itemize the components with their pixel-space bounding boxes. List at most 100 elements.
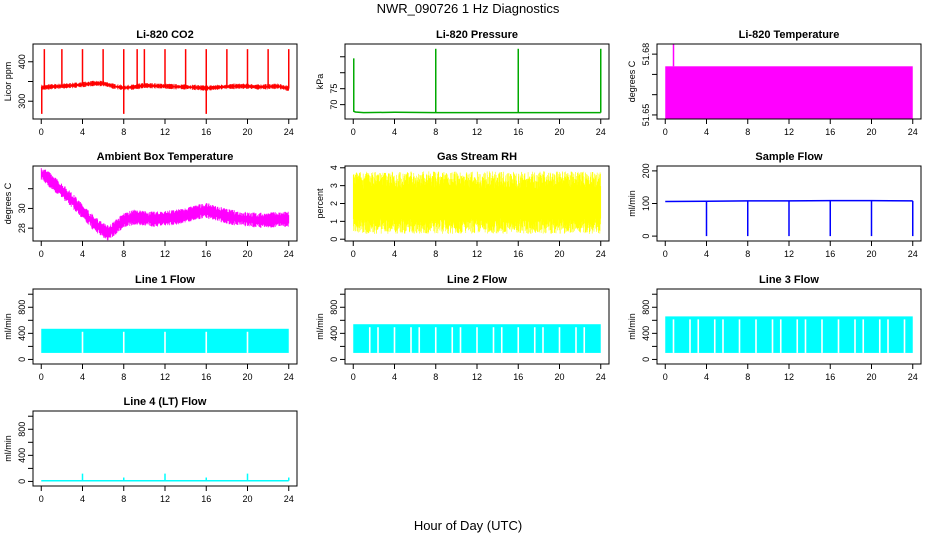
x-tick-label: 0 — [663, 372, 668, 382]
x-tick-label: 4 — [392, 127, 397, 137]
x-tick-label: 0 — [663, 127, 668, 137]
y-axis-label: kPa — [315, 74, 325, 90]
plot-area — [665, 44, 913, 119]
y-axis-label: ml/min — [627, 313, 637, 340]
x-tick-label: 12 — [784, 372, 794, 382]
x-tick-label: 8 — [745, 372, 750, 382]
y-axis-label: degrees C — [3, 182, 13, 224]
panel-6: Sample Flow ml/min 0 4 8 12 16 20 24 0 100 200 — [627, 151, 922, 259]
x-tick-label: 16 — [201, 127, 211, 137]
panel-title: Li-820 CO2 — [136, 29, 193, 41]
x-tick-label: 20 — [554, 127, 564, 137]
x-tick-label: 24 — [908, 249, 918, 259]
band-gap — [862, 319, 865, 353]
y-axis-label: ml/min — [3, 435, 13, 462]
x-tick-label: 16 — [825, 372, 835, 382]
series-line — [352, 110, 601, 114]
y-axis-label: percent — [315, 188, 325, 219]
x-tick-label: 8 — [121, 372, 126, 382]
figure-title: NWR_090726 1 Hz Diagnostics — [376, 1, 560, 16]
y-tick-label: 2 — [329, 201, 339, 206]
band-gap — [410, 327, 412, 353]
x-tick-label: 20 — [242, 494, 252, 504]
x-tick-label: 24 — [908, 127, 918, 137]
panel-title: Line 2 Flow — [447, 274, 507, 286]
band-gap — [205, 331, 208, 353]
y-tick-label: 0 — [329, 357, 339, 362]
band-gap — [575, 327, 577, 353]
panel-10: Line 4 (LT) Flow ml/min 0 4 8 12 16 20 24 0 400 800 — [3, 396, 298, 504]
plot-area — [41, 328, 289, 353]
plot-area — [40, 168, 290, 241]
y-tick-label: 4 — [329, 165, 339, 170]
y-axis-label: ml/min — [3, 313, 13, 340]
y-tick-label: 51.68 — [641, 43, 651, 66]
x-tick-label: 8 — [121, 494, 126, 504]
x-tick-label: 0 — [39, 372, 44, 382]
band-gap — [837, 319, 840, 353]
x-tick-label: 20 — [554, 249, 564, 259]
band-gap — [887, 319, 889, 353]
panel-title: Li-820 Pressure — [436, 29, 518, 41]
plot-area — [352, 48, 602, 114]
x-tick-label: 12 — [472, 127, 482, 137]
y-tick-label: 400 — [329, 326, 339, 341]
y-tick-label: 3 — [329, 183, 339, 188]
series-band — [665, 66, 913, 119]
band-gap — [804, 319, 807, 353]
y-tick-label: 400 — [17, 448, 27, 463]
band-gap — [393, 327, 396, 353]
figure-xlabel: Hour of Day (UTC) — [413, 518, 523, 533]
y-tick-label: 100 — [641, 196, 651, 211]
x-tick-label: 20 — [242, 249, 252, 259]
y-tick-label: 70 — [329, 100, 339, 110]
x-tick-label: 20 — [242, 127, 252, 137]
band-gap — [368, 327, 371, 353]
y-tick-label: 200 — [641, 163, 651, 178]
band-gap — [878, 319, 881, 353]
x-tick-label: 24 — [596, 372, 606, 382]
y-tick-label: 800 — [17, 300, 27, 315]
band-gap — [558, 327, 561, 353]
y-tick-label: 30 — [17, 203, 27, 213]
band-gap — [377, 327, 379, 353]
band-gap — [779, 319, 782, 353]
y-tick-label: 300 — [17, 94, 27, 109]
panel-8: Line 2 Flow ml/min 0 4 8 12 16 20 24 0 400 800 — [315, 274, 610, 382]
x-tick-label: 16 — [201, 249, 211, 259]
x-tick-label: 20 — [866, 127, 876, 137]
x-tick-label: 12 — [784, 127, 794, 137]
band-gap — [821, 319, 823, 353]
y-tick-label: 0 — [641, 357, 651, 362]
band-gap — [689, 319, 691, 353]
x-tick-label: 4 — [392, 372, 397, 382]
x-tick-label: 12 — [160, 249, 170, 259]
x-tick-label: 16 — [513, 249, 523, 259]
y-tick-label: 400 — [17, 54, 27, 69]
band-gap — [418, 327, 421, 353]
series-noise — [40, 168, 290, 241]
band-gap — [492, 327, 495, 353]
y-axis-label: Licor ppm — [3, 62, 13, 102]
band-gap — [164, 331, 166, 353]
band-gap — [500, 327, 503, 353]
x-tick-label: 4 — [392, 249, 397, 259]
band-gap — [771, 319, 774, 353]
x-tick-label: 8 — [433, 249, 438, 259]
y-axis-label: ml/min — [315, 313, 325, 340]
panel-4: Ambient Box Temperature degrees C 0 4 8 12 16 2… — [3, 151, 298, 259]
x-tick-label: 8 — [745, 249, 750, 259]
band-gap — [517, 327, 520, 353]
x-tick-label: 8 — [433, 127, 438, 137]
x-tick-label: 0 — [351, 127, 356, 137]
plot-area — [41, 473, 290, 482]
x-tick-label: 12 — [160, 494, 170, 504]
y-tick-label: 51.65 — [641, 104, 651, 127]
x-tick-label: 12 — [160, 127, 170, 137]
band-gap — [722, 319, 724, 353]
x-tick-label: 8 — [745, 127, 750, 137]
x-tick-label: 24 — [596, 127, 606, 137]
band-gap — [903, 319, 906, 353]
x-tick-label: 20 — [866, 372, 876, 382]
